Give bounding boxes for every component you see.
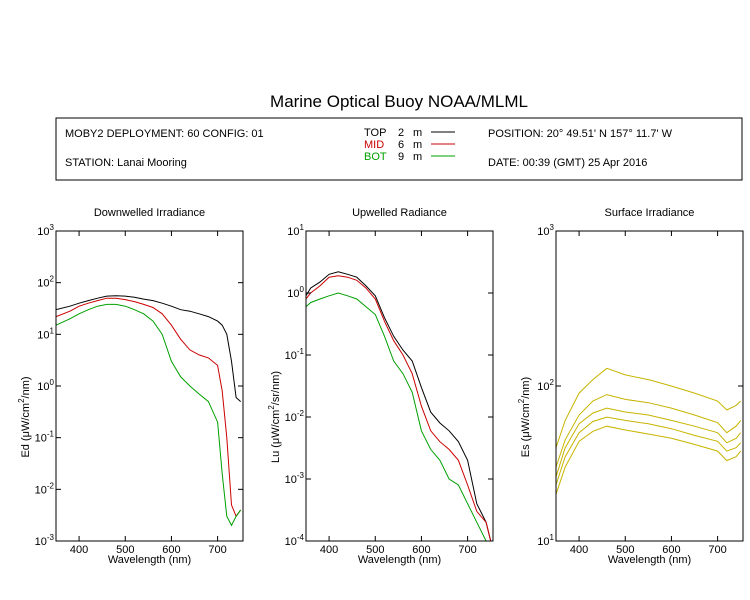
y-tick-label: 101	[37, 326, 54, 341]
chart-panel-3: Surface Irradiance 400 500 600 700 101 102 103 W…	[517, 207, 744, 566]
series-line-mid	[306, 275, 492, 541]
series-group	[306, 271, 492, 541]
series-line-1	[556, 367, 742, 448]
series-line-2	[556, 394, 742, 468]
y-tick-label: 100	[37, 378, 54, 393]
y-tick-label: 101	[287, 223, 304, 238]
series-line-5	[556, 425, 742, 495]
chart-title: Surface Irradiance	[605, 207, 695, 219]
series-line-bot	[306, 292, 491, 541]
x-tick-label: 400	[70, 544, 88, 556]
position-text: POSITION: 20° 49.51' N 157° 11.7' W	[488, 128, 673, 140]
legend-depth-bot: 9	[398, 151, 404, 163]
legend-label-mid: MID	[364, 139, 384, 151]
x-tick-label: 600	[662, 544, 680, 556]
date-text: DATE: 00:39 (GMT) 25 Apr 2016	[488, 157, 647, 169]
legend-unit-bot: m	[413, 151, 422, 163]
legend-depth-mid: 6	[398, 139, 404, 151]
chart-panel-1: Downwelled Irradiance 400 500 600 700 10-3 10-…	[17, 207, 244, 566]
x-tick-label: 600	[412, 544, 430, 556]
plot-frame	[305, 230, 494, 542]
chart-panel-2: Upwelled Radiance 400 500 600 700 10-4 10-3 10-…	[267, 207, 494, 566]
y-tick-label: 10-3	[285, 471, 305, 486]
y-tick-label: 10-1	[35, 430, 55, 445]
legend-depth-top: 2	[398, 127, 404, 139]
deployment-text: MOBY2 DEPLOYMENT: 60 CONFIG: 01	[65, 128, 264, 140]
x-axis-label: Wavelength (nm)	[358, 554, 441, 566]
y-axis-label: Es (μW/cm2/nm)	[517, 377, 532, 457]
series-line-3	[556, 407, 742, 477]
x-tick-label: 700	[208, 544, 226, 556]
legend-label-top: TOP	[364, 127, 386, 139]
plot-frame	[55, 230, 244, 542]
x-tick-label: 400	[320, 544, 338, 556]
page-title: Marine Optical Buoy NOAA/MLML	[270, 92, 528, 111]
station-text: STATION: Lanai Mooring	[65, 157, 187, 169]
legend-unit-top: m	[413, 127, 422, 139]
y-tick-label: 10-3	[35, 533, 55, 548]
y-tick-label: 103	[537, 223, 554, 238]
y-tick-label: 10-1	[285, 347, 305, 362]
y-axis-label: Lu (μW/cm2/sr/nm)	[267, 371, 282, 463]
x-tick-label: 400	[570, 544, 588, 556]
x-tick-label: 500	[366, 544, 384, 556]
x-tick-label: 700	[458, 544, 476, 556]
y-tick-label: 10-2	[35, 481, 55, 496]
y-tick-label: 101	[537, 533, 554, 548]
y-axis-label: Ed (μW/cm2/nm)	[17, 376, 32, 457]
y-tick-label: 100	[287, 285, 304, 300]
info-box: MOBY2 DEPLOYMENT: 60 CONFIG: 01 STATION:…	[55, 117, 743, 181]
y-tick-label: 10-4	[285, 533, 305, 548]
legend: TOP 2 m MID 6 m BOT 9 m	[364, 127, 455, 163]
legend-unit-mid: m	[413, 139, 422, 151]
series-line-top	[56, 295, 242, 402]
x-tick-label: 500	[116, 544, 134, 556]
chart-title: Upwelled Radiance	[352, 207, 447, 219]
series-group	[556, 367, 742, 495]
x-tick-label: 600	[162, 544, 180, 556]
y-tick-label: 10-2	[285, 409, 305, 424]
series-line-top	[306, 271, 492, 541]
y-tick-label: 103	[37, 223, 54, 238]
series-line-bot	[56, 303, 242, 527]
y-tick-label: 102	[37, 275, 54, 290]
series-line-mid	[56, 297, 242, 518]
y-tick-label: 102	[537, 378, 554, 393]
x-tick-label: 700	[708, 544, 726, 556]
x-axis-label: Wavelength (nm)	[108, 554, 191, 566]
x-tick-label: 500	[616, 544, 634, 556]
chart-panels: Downwelled Irradiance 400 500 600 700 10-3 10-…	[17, 207, 744, 566]
chart-title: Downwelled Irradiance	[94, 207, 205, 219]
legend-label-bot: BOT	[364, 151, 387, 163]
x-axis-label: Wavelength (nm)	[608, 554, 691, 566]
plot-frame	[555, 230, 744, 542]
series-line-4	[556, 416, 742, 486]
series-group	[56, 295, 242, 527]
